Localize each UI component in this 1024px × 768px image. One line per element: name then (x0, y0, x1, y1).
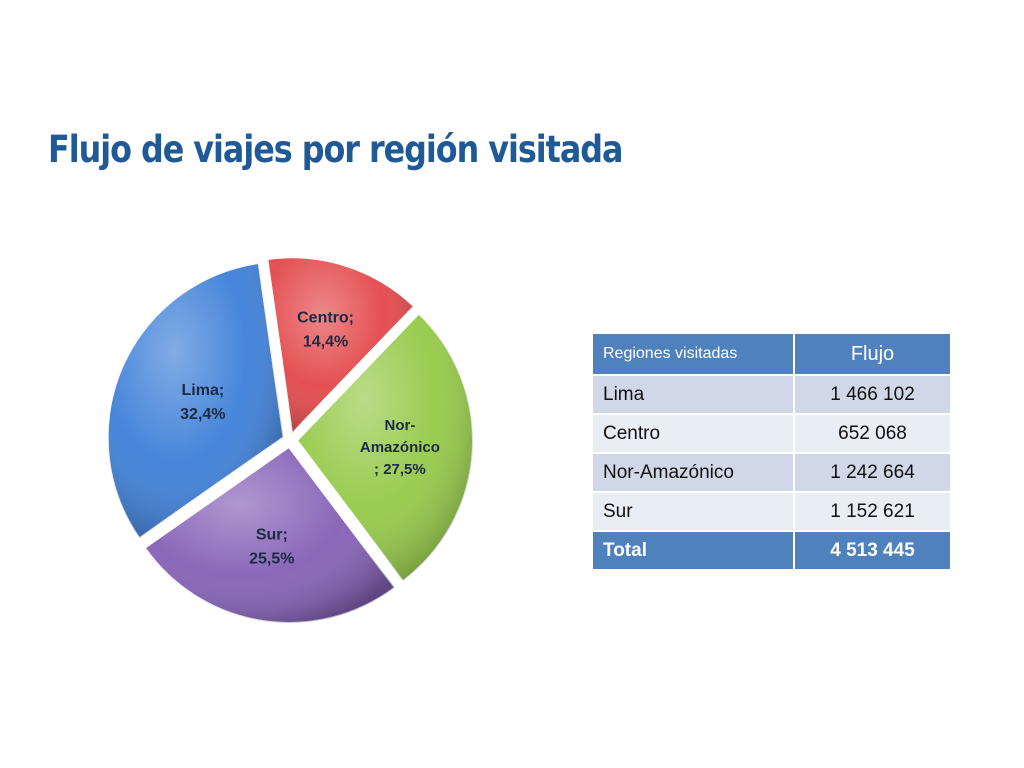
pie-chart: Lima; 32,4% Centro; 14,4% Nor-Amazónico; 27,… (106, 256, 474, 624)
flow-cell: 1 152 621 (793, 491, 952, 532)
region-cell: Sur (591, 491, 795, 532)
pie-slice-shading (267, 257, 415, 434)
pie-slices (106, 256, 474, 624)
table-row: Centro 652 068 (591, 413, 952, 454)
page-title: Flujo de viajes por región visitada (48, 128, 624, 171)
pie-label-sur: Sur; 25,5% (249, 527, 294, 568)
total-label-cell: Total (591, 530, 795, 571)
region-cell: Centro (591, 413, 795, 454)
pie-label-centro: Centro; 14,4% (297, 309, 354, 350)
table-header-row: Regiones visitadas Flujo (591, 332, 952, 376)
flow-cell: 1 242 664 (793, 452, 952, 493)
total-flow-cell: 4 513 445 (793, 530, 952, 571)
pie-slice-shading (107, 262, 284, 539)
pie-slice-shading (144, 446, 395, 623)
data-table: Regiones visitadas Flujo Lima 1 466 102 … (591, 332, 952, 571)
pie-label-nor-amaz-nico: Nor-Amazónico; 27,5% (360, 417, 440, 478)
table-row: Lima 1 466 102 (591, 374, 952, 415)
pie-slice-shading (296, 313, 473, 582)
table-row: Sur 1 152 621 (591, 491, 952, 532)
region-cell: Nor-Amazónico (591, 452, 795, 493)
flow-cell: 1 466 102 (793, 374, 952, 415)
table-total-row: Total 4 513 445 (591, 530, 952, 571)
pie-label-lima: Lima; 32,4% (180, 382, 225, 423)
table-row: Nor-Amazónico 1 242 664 (591, 452, 952, 493)
region-cell: Lima (591, 374, 795, 415)
flow-cell: 652 068 (793, 413, 952, 454)
header-regiones: Regiones visitadas (591, 332, 795, 376)
pie-labels: Lima; 32,4% Centro; 14,4% Nor-Amazónico; 27,… (180, 309, 440, 567)
header-flujo: Flujo (793, 332, 952, 376)
